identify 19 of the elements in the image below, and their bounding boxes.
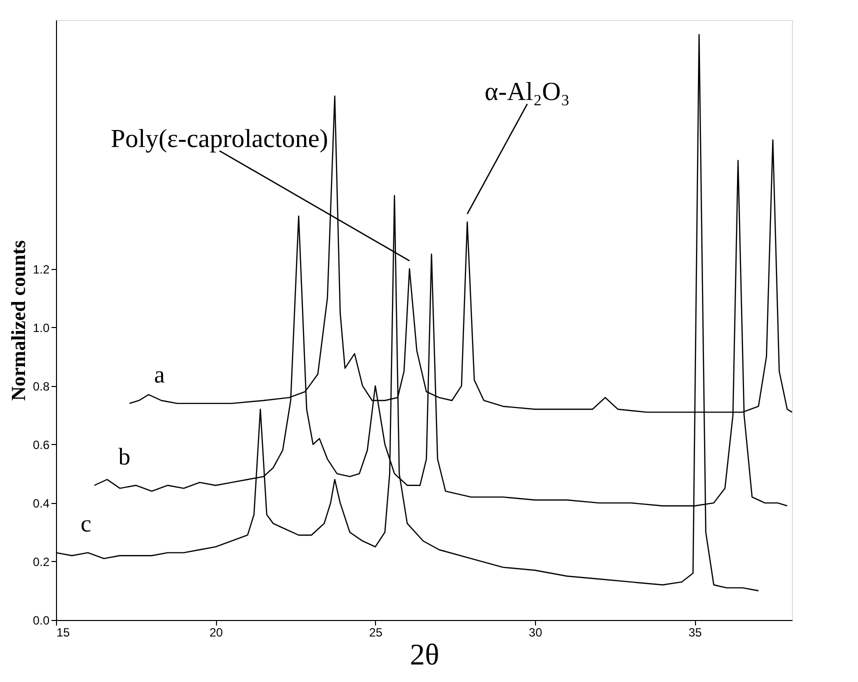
y-tick-label: 0.4 xyxy=(32,496,50,510)
y-tick-label: 0.0 xyxy=(32,614,50,628)
series-label: c xyxy=(80,512,92,538)
y-tick-label: 1.2 xyxy=(32,262,50,276)
x-tick-label: 20 xyxy=(209,626,224,640)
x-tick-label: 15 xyxy=(56,626,70,640)
y-tick-label: 0.2 xyxy=(32,554,50,569)
annotation: Poly(ε-caprolactone) xyxy=(110,124,328,153)
y-tick-label: 0.8 xyxy=(32,379,50,394)
x-tick-label: 30 xyxy=(528,626,542,640)
y-tick-label: 0.6 xyxy=(32,438,50,452)
y-tick-label: 1.0 xyxy=(32,320,50,335)
x-tick-label: 35 xyxy=(688,626,702,640)
x-axis-title: 2θ xyxy=(410,638,440,672)
annotation: α-Al₂O₃ xyxy=(484,76,570,106)
x-tick-label: 25 xyxy=(369,626,383,640)
series-label: a xyxy=(154,362,166,388)
series-label: b xyxy=(118,444,130,470)
y-axis-title: Normalized counts xyxy=(8,240,30,401)
